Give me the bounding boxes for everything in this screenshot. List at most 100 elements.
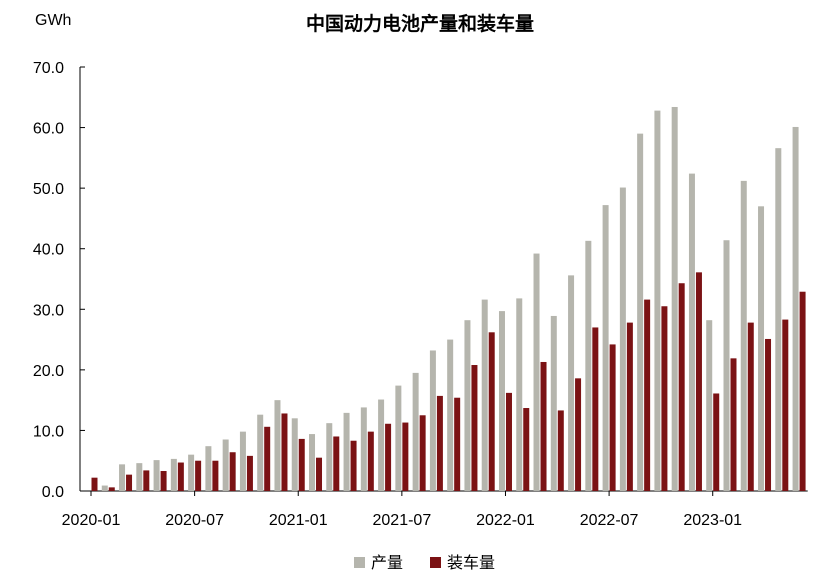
x-axis: 2020-01 2020-07 2021-01 2021-07 2022-01 2022-…	[62, 490, 808, 529]
bar-production	[706, 320, 713, 491]
bar-installed	[385, 423, 392, 491]
bar-production	[775, 148, 782, 491]
bar-production	[723, 240, 730, 491]
bar-production	[602, 205, 609, 492]
bar-installed	[695, 272, 702, 491]
bar-installed	[298, 438, 305, 491]
bar-installed	[195, 460, 202, 491]
bar-installed	[730, 358, 737, 491]
bar-production	[257, 414, 264, 491]
legend-label: 产量	[371, 553, 403, 572]
bar-installed	[609, 344, 616, 491]
bar-production	[395, 385, 402, 491]
bar-installed	[471, 365, 478, 491]
bar-production	[550, 315, 557, 491]
bar-installed	[454, 397, 461, 491]
y-tick-label: 60.0	[33, 121, 64, 138]
bar-installed	[350, 440, 357, 491]
bar-production	[447, 339, 454, 491]
bar-production	[464, 320, 471, 491]
bar-production	[239, 431, 246, 491]
legend-label: 装车量	[447, 553, 495, 572]
bar-installed	[713, 393, 720, 491]
bar-installed	[523, 408, 530, 491]
y-axis-unit: GWh	[35, 12, 71, 29]
y-tick-label: 0.0	[42, 484, 64, 501]
legend-item-installed: 装车量	[430, 553, 495, 572]
bar-installed	[575, 378, 582, 491]
bar-production	[740, 180, 747, 492]
legend-swatch	[430, 557, 441, 568]
bar-installed	[644, 299, 651, 491]
x-tick-label: 2022-07	[580, 512, 639, 529]
bar-production	[619, 187, 626, 491]
bar-production	[688, 173, 695, 491]
bar-installed	[281, 413, 288, 491]
bar-production	[792, 126, 799, 492]
bar-production	[205, 446, 212, 491]
bar-installed	[160, 471, 167, 491]
bar-installed	[212, 460, 219, 491]
bar-production	[637, 133, 644, 491]
bar-installed	[782, 319, 789, 491]
bar-installed	[229, 452, 236, 491]
bar-production	[170, 458, 177, 491]
legend-swatch	[354, 557, 365, 568]
legend-item-production: 产量	[354, 553, 403, 572]
bar-installed	[661, 306, 668, 491]
bar-production	[533, 253, 540, 491]
bar-production	[136, 463, 143, 491]
bar-installed	[799, 291, 806, 491]
bar-installed	[333, 436, 340, 491]
y-tick-label: 50.0	[33, 181, 64, 198]
bar-production	[343, 412, 350, 491]
x-tick-label: 2021-07	[373, 512, 432, 529]
bar-production	[481, 299, 488, 491]
bar-installed	[264, 426, 271, 491]
bar-production	[429, 350, 436, 491]
legend: 产量 装车量	[354, 553, 495, 572]
y-axis: 0.0 10.0 20.0 30.0 40.0 50.0 60.0 70.0	[33, 60, 85, 501]
bar-installed	[316, 457, 323, 491]
x-tick-label: 2020-07	[165, 512, 224, 529]
bar-installed	[592, 327, 599, 491]
bar-installed	[678, 283, 685, 491]
bar-production	[585, 240, 592, 491]
bar-production	[516, 298, 523, 491]
bar-production	[378, 399, 385, 491]
bar-production	[326, 423, 333, 491]
bar-installed	[540, 361, 547, 491]
bar-production	[101, 485, 108, 491]
bar-production	[671, 106, 678, 491]
bar-installed	[747, 322, 754, 491]
bar-installed	[177, 462, 184, 491]
bar-installed	[246, 455, 253, 491]
bar-production	[153, 460, 160, 491]
y-tick-label: 70.0	[33, 60, 64, 77]
bar-installed	[436, 395, 443, 491]
x-tick-label: 2020-01	[62, 512, 121, 529]
chart-title: 中国动力电池产量和装车量	[306, 12, 534, 35]
bar-installed	[91, 477, 98, 491]
bar-installed	[557, 410, 564, 491]
bar-installed	[402, 422, 409, 491]
bar-production	[498, 311, 505, 491]
bar-production	[309, 434, 316, 491]
bar-production	[188, 454, 195, 491]
y-tick-label: 40.0	[33, 242, 64, 259]
y-tick-label: 10.0	[33, 423, 64, 440]
bar-installed	[626, 322, 633, 491]
bar-installed	[143, 470, 150, 491]
x-tick-label: 2023-01	[683, 512, 742, 529]
bar-production	[360, 407, 367, 491]
bars	[91, 106, 806, 492]
x-tick-label: 2021-01	[269, 512, 328, 529]
bar-production	[291, 418, 298, 491]
bar-production	[654, 110, 661, 492]
bar-installed	[126, 474, 133, 491]
bar-installed	[367, 431, 374, 491]
bar-installed	[488, 332, 495, 491]
bar-production	[568, 275, 575, 491]
bar-installed	[419, 415, 426, 491]
